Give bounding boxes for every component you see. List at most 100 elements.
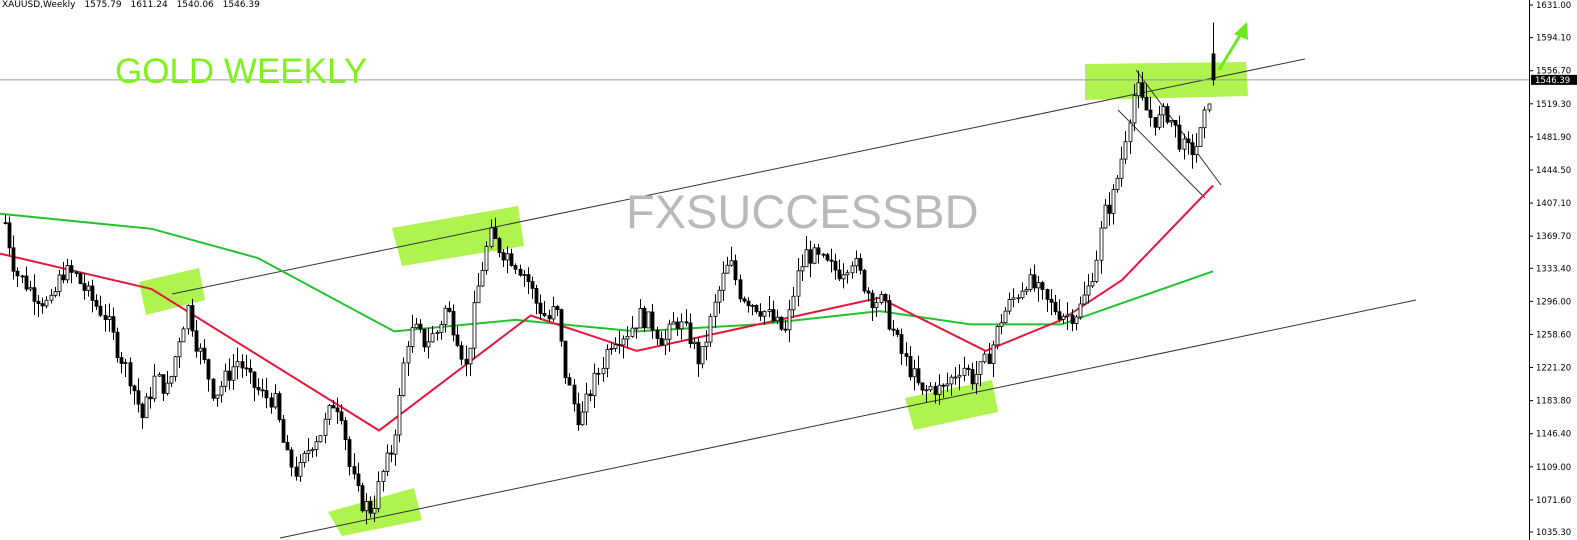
- candle-body: [49, 294, 54, 301]
- candle-body: [1198, 127, 1203, 147]
- candle-body: [3, 222, 8, 225]
- candle-body: [501, 252, 506, 261]
- candle-body: [671, 321, 676, 325]
- candle-body: [1169, 119, 1174, 123]
- candle-body: [32, 287, 37, 302]
- candle-body: [825, 254, 830, 261]
- watermark-text: FXSUCCESSBD: [626, 185, 979, 238]
- candle-body: [1061, 315, 1066, 320]
- candle-body: [69, 265, 74, 273]
- candle-body: [372, 508, 377, 514]
- candle-body: [580, 411, 585, 426]
- candle-body: [1165, 106, 1170, 123]
- candle-body: [157, 374, 162, 377]
- candle-body: [1082, 294, 1087, 305]
- candle-body: [767, 309, 772, 312]
- candle-body: [323, 418, 328, 436]
- candle-body: [559, 309, 564, 342]
- candle-body: [24, 275, 29, 290]
- candle-body: [800, 266, 805, 272]
- candle-body: [1173, 119, 1178, 126]
- ma-fast-line: [0, 184, 1214, 432]
- candle-body: [754, 304, 759, 312]
- candle-body: [57, 274, 62, 293]
- candle-body: [1211, 53, 1216, 81]
- candle-body: [190, 305, 195, 332]
- candle-body: [791, 295, 796, 311]
- candle-body: [729, 260, 734, 266]
- trendline: [1117, 109, 1206, 199]
- candle-body: [347, 439, 352, 467]
- candle-body: [140, 403, 145, 419]
- moving-averages: [0, 184, 1214, 432]
- candle-body: [862, 269, 867, 292]
- candle-body: [281, 419, 286, 443]
- candle-body: [596, 372, 601, 375]
- candle-body: [738, 279, 743, 300]
- overlay: [1217, 22, 1248, 71]
- candle-body: [136, 390, 141, 405]
- candle-body: [1207, 103, 1212, 111]
- candle-body: [1161, 106, 1166, 116]
- candle-body: [202, 347, 207, 361]
- candle-body: [621, 338, 626, 346]
- candle-body: [576, 403, 581, 426]
- open-value: 1575.79: [84, 0, 122, 10]
- candle-body: [198, 347, 203, 352]
- trendlines: [0, 58, 1529, 539]
- candle-body: [725, 264, 730, 274]
- candle-body: [376, 481, 381, 509]
- candle-body: [758, 311, 763, 317]
- candle-body: [368, 501, 373, 514]
- candle-body: [542, 313, 547, 316]
- candle-body: [642, 308, 647, 329]
- candle-body: [493, 227, 498, 240]
- candle-body: [98, 305, 103, 316]
- candle-body: [625, 335, 630, 340]
- candle-body: [1123, 141, 1128, 160]
- candle-body: [518, 268, 523, 276]
- price-axis[interactable]: 1631.00 1594.10 1556.70 1519.30 1481.90 1444.…: [1529, 0, 1577, 540]
- candle-body: [1177, 124, 1182, 150]
- highlight-zones: [139, 62, 1248, 536]
- candle-body: [40, 303, 45, 307]
- candle-body: [696, 341, 701, 365]
- breakout-arrow-shaft: [1217, 31, 1244, 71]
- candle-body: [700, 346, 705, 365]
- candle-body: [464, 358, 469, 365]
- candle-body: [310, 449, 315, 452]
- candle-body: [194, 330, 199, 352]
- candle-body: [692, 341, 697, 345]
- candle-body: [937, 384, 942, 395]
- candle-body: [688, 322, 693, 345]
- candle-body: [1140, 82, 1145, 98]
- candle-body: [422, 328, 427, 348]
- candle-body: [1202, 109, 1207, 129]
- candle-body: [978, 361, 983, 375]
- candle-body: [240, 361, 245, 369]
- candle-body: [1003, 310, 1008, 324]
- high-value: 1611.24: [130, 0, 168, 10]
- candles: [3, 22, 1216, 525]
- candle-body: [750, 304, 755, 307]
- candle-body: [406, 346, 411, 364]
- candle-body: [605, 349, 610, 369]
- close-value: 1546.39: [222, 0, 260, 10]
- candle-body: [991, 344, 996, 364]
- candle-body: [215, 394, 220, 399]
- candle-body: [588, 393, 593, 397]
- candle-body: [1016, 297, 1021, 300]
- candle-body: [1132, 95, 1137, 124]
- axis-tick-label: 1071.60: [1536, 496, 1571, 506]
- axis-tick-label: 1594.10: [1536, 34, 1571, 44]
- candle-body: [837, 269, 842, 280]
- candle-body: [173, 356, 178, 377]
- candle-body: [381, 470, 386, 482]
- candle-body: [356, 473, 361, 487]
- candle-body: [385, 452, 390, 472]
- candle-body: [1028, 274, 1033, 290]
- candle-body: [974, 374, 979, 385]
- axis-tick-label: 1481.90: [1536, 133, 1571, 143]
- candle-body: [601, 367, 606, 375]
